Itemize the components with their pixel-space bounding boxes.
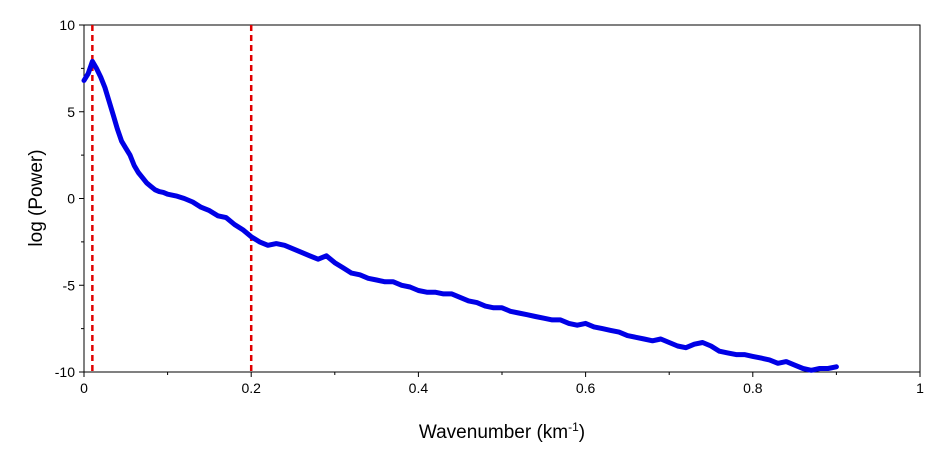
y-tick-label-4: -10 [55,364,75,380]
y-tick-label-2: 0 [67,191,75,207]
series-layer [81,58,839,373]
x-axis-title: Wavenumber (km-1) [419,420,585,443]
x-axis-title-superscript: -1 [568,420,579,434]
x-tick-label-5: 1 [916,380,924,396]
ticks-layer [79,24,921,377]
y-tick-label-3: -5 [63,277,76,293]
x-axis-title-main: Wavenumber (km [419,422,568,443]
x-tick-label-4: 0.8 [743,380,763,396]
series-line-0 [81,58,839,373]
markers-layer [91,25,253,372]
tick-labels-layer: 0 0.2 0.4 0.6 0.8 1 10 5 0 -5 -10 [55,17,924,396]
y-axis-title: log (Power) [26,149,47,246]
x-tick-label-1: 0.2 [241,380,261,396]
y-tick-label-0: 10 [59,17,75,33]
x-tick-label-3: 0.6 [576,380,596,396]
x-axis-title-suffix: ) [579,422,585,443]
x-tick-label-0: 0 [80,380,88,396]
y-tick-label-1: 5 [67,104,75,120]
plot-area [83,24,921,373]
x-tick-label-2: 0.4 [409,380,429,396]
